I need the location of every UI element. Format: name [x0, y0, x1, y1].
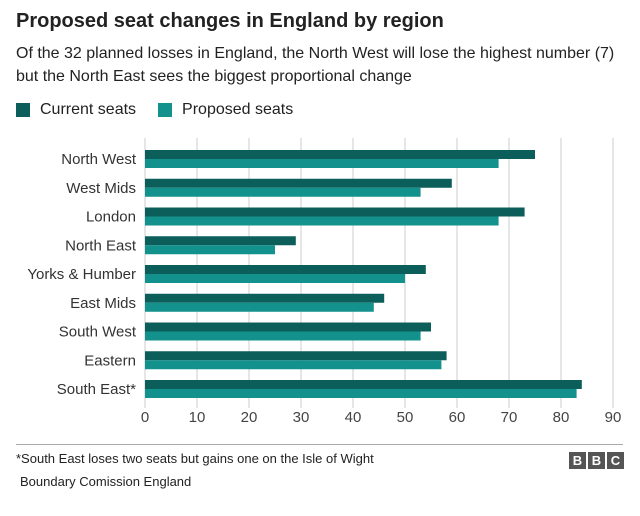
bbc-logo-letter-2: B [588, 452, 605, 469]
category-label: West Mids [66, 180, 136, 197]
x-tick-label: 60 [449, 409, 466, 426]
bar-current-seats [145, 322, 431, 332]
bar-current-seats [145, 207, 525, 217]
category-label: Eastern [84, 352, 136, 369]
chart-title: Proposed seat changes in England by regi… [16, 10, 444, 32]
category-label: East Mids [70, 295, 136, 312]
category-label: North West [61, 151, 137, 168]
bar-proposed-seats [145, 245, 275, 255]
footnote: *South East loses two seats but gains on… [16, 451, 374, 466]
x-tick-label: 10 [189, 409, 206, 426]
legend-swatch-proposed [158, 103, 173, 117]
x-tick-label: 70 [501, 409, 518, 426]
x-tick-label: 90 [605, 409, 622, 426]
bar-current-seats [145, 380, 582, 389]
legend: Current seats Proposed seats [16, 101, 315, 119]
bar-current-seats [145, 351, 447, 361]
bar-proposed-seats [145, 302, 374, 312]
bar-chart: 0 10 20 30 40 50 60 70 80 90 North West West Mids Lo… [27, 138, 622, 426]
bar-current-seats [145, 178, 452, 188]
bar-current-seats [145, 265, 426, 274]
category-label: London [86, 209, 136, 226]
bar-proposed-seats [145, 187, 421, 197]
x-tick-label: 20 [241, 409, 258, 426]
legend-item-current: Current seats [16, 101, 136, 119]
legend-item-proposed: Proposed seats [158, 101, 293, 119]
chart-subtitle: Of the 32 planned losses in England, the… [16, 45, 615, 85]
source-credit: Boundary Comission England [20, 474, 192, 489]
legend-label-current: Current seats [40, 101, 137, 118]
x-tick-label: 30 [293, 409, 310, 426]
bar-proposed-seats [145, 216, 499, 226]
bbc-logo: B B C [567, 452, 624, 469]
bar-proposed-seats [145, 159, 499, 168]
bbc-logo-letter-3: C [607, 452, 624, 469]
x-tick-label: 0 [141, 409, 149, 426]
legend-swatch-current [16, 103, 30, 117]
bbc-logo-letter-1: B [569, 452, 586, 469]
bar-current-seats [145, 150, 535, 159]
x-tick-label: 80 [553, 409, 570, 426]
x-tick-label: 40 [345, 409, 362, 426]
bar-proposed-seats [145, 331, 421, 341]
legend-label-proposed: Proposed seats [182, 101, 294, 118]
category-label: Yorks & Humber [27, 266, 136, 283]
bar-proposed-seats [145, 274, 405, 283]
category-label: South West [59, 324, 137, 341]
bar-proposed-seats [145, 389, 577, 398]
category-label: South East* [57, 381, 136, 398]
x-tick-label: 50 [397, 409, 414, 426]
bar-proposed-seats [145, 360, 442, 370]
footer-divider [16, 444, 623, 445]
category-label: North East [65, 237, 137, 254]
bar-current-seats [145, 293, 385, 303]
bar-current-seats [145, 236, 296, 246]
